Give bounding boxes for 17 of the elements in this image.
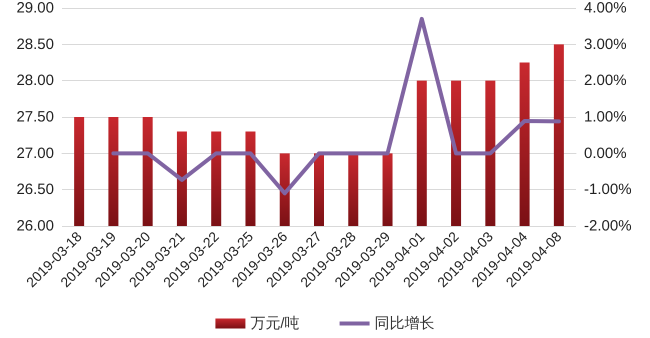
legend-label: 同比增长 [374,315,435,332]
y2-tick-label: 2.00% [584,72,627,90]
y-tick-label: 26.50 [16,181,54,198]
y-tick-label: 27.00 [16,144,54,162]
y2-tick-label: 1.00% [584,108,627,126]
y-tick-label: 28.50 [16,36,54,53]
y2-tick-label: 0.00% [584,144,627,162]
y-tick-label: 29.00 [16,0,54,16]
y-tick-label: 26.00 [16,218,54,234]
y-tick-label: 28.00 [16,72,54,90]
y2-tick-label: -1.00% [584,181,632,198]
line-series [111,16,561,196]
y2-tick-label: 3.00% [584,36,627,53]
y2-tick-label: 4.00% [584,0,627,16]
y2-tick-label: -2.00% [584,218,632,234]
y-tick-label: 27.50 [16,108,54,126]
legend-label: 万元/吨 [250,315,300,332]
